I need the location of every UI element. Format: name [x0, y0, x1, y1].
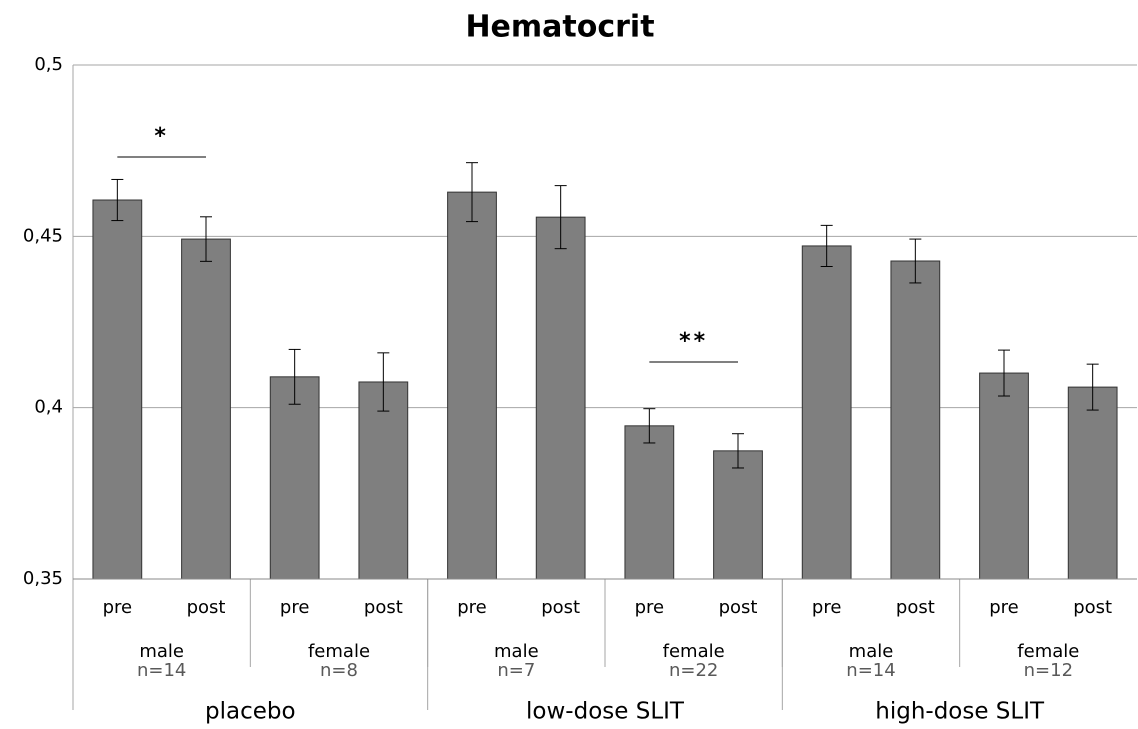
x-tick-label: pre [103, 597, 133, 618]
error-bar [377, 352, 390, 412]
group-n-label: n=22 [669, 660, 718, 681]
x-tick-label: post [187, 597, 226, 618]
y-tick-label: 0,45 [23, 225, 63, 246]
error-bar [111, 178, 124, 222]
bar [447, 191, 497, 580]
error-bar [732, 433, 744, 469]
supergroup-label: placebo [205, 699, 296, 725]
bar [890, 260, 941, 580]
group-label: female [308, 641, 370, 662]
x-tick-label: pre [812, 597, 842, 618]
x-tick-label: pre [457, 597, 487, 618]
x-tick-label: pre [989, 597, 1019, 618]
supergroup-label: high-dose SLIT [875, 699, 1045, 725]
bar [624, 425, 675, 580]
x-tick-label: pre [635, 597, 665, 618]
bar [1067, 386, 1118, 580]
group-n-label: n=7 [497, 660, 535, 681]
error-bar [466, 162, 478, 223]
group-label: male [849, 641, 894, 662]
group-n-label: n=12 [1024, 660, 1073, 681]
x-tick-label: post [719, 597, 758, 618]
error-bar [909, 238, 922, 284]
error-bar [554, 185, 567, 250]
bar [535, 216, 586, 580]
error-bar [643, 408, 656, 444]
error-bar [820, 224, 833, 267]
bar [92, 199, 143, 580]
x-tick-label: post [1073, 597, 1112, 618]
group-label: male [494, 641, 539, 662]
chart-title: Hematocrit [465, 10, 654, 45]
group-label: female [1017, 641, 1079, 662]
group-n-label: n=14 [846, 660, 895, 681]
y-tick-label: 0,5 [34, 54, 63, 75]
bar [358, 381, 409, 580]
significance-label: * [154, 124, 169, 149]
error-bar [1086, 363, 1099, 411]
bar [801, 245, 852, 580]
x-tick-label: post [364, 597, 403, 618]
group-n-label: n=8 [320, 660, 358, 681]
x-tick-label: post [896, 597, 935, 618]
group-n-label: n=14 [137, 660, 186, 681]
error-bar [200, 216, 212, 262]
bar [181, 238, 231, 580]
x-tick-label: pre [280, 597, 310, 618]
supergroup-label: low-dose SLIT [526, 699, 685, 725]
y-tick-label: 0,35 [23, 568, 63, 589]
group-label: female [663, 641, 725, 662]
significance-label: ** [679, 329, 708, 354]
x-tick-label: post [541, 597, 580, 618]
bar [979, 372, 1029, 580]
y-tick-label: 0,4 [34, 397, 63, 418]
error-bar [998, 349, 1010, 397]
bar [713, 450, 763, 580]
bar [269, 376, 320, 580]
group-label: male [139, 641, 184, 662]
error-bar [288, 348, 301, 405]
